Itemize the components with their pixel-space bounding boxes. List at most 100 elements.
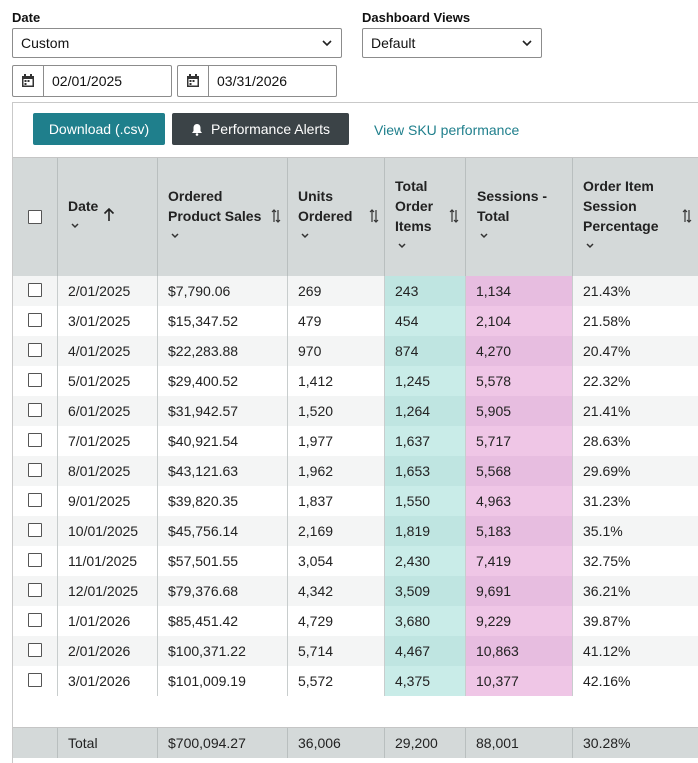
sort-icon[interactable] xyxy=(369,208,379,224)
cell-date: 11/01/2025 xyxy=(68,553,138,569)
chevron-down-icon[interactable] xyxy=(397,242,407,250)
chevron-down-icon[interactable] xyxy=(170,232,180,240)
table-row: 1/01/2026 $85,451.42 4,729 3,680 9,229 39.87% xyxy=(13,606,698,636)
calendar-icon[interactable] xyxy=(178,66,209,96)
end-date-field[interactable]: 03/31/2026 xyxy=(177,65,337,97)
cell-items: 874 xyxy=(385,336,466,366)
row-checkbox[interactable] xyxy=(28,673,42,687)
cell-sales: $85,451.42 xyxy=(168,613,239,629)
cell-items: 1,264 xyxy=(385,396,466,426)
cell-sales: $31,942.57 xyxy=(168,403,239,419)
column-units-line1: Units xyxy=(298,188,333,204)
dashboard-views-select[interactable]: Default xyxy=(362,28,542,58)
table-row: 7/01/2025 $40,921.54 1,977 1,637 5,717 28.63% xyxy=(13,426,698,456)
sort-icon[interactable] xyxy=(449,208,459,224)
start-date-field[interactable]: 02/01/2025 xyxy=(12,65,172,97)
row-checkbox[interactable] xyxy=(28,403,42,417)
cell-date: 8/01/2025 xyxy=(68,463,131,479)
date-label: Date xyxy=(12,10,41,25)
dashboard-views-value: Default xyxy=(371,35,416,51)
column-items-line1: Total xyxy=(395,178,428,194)
table-row: 5/01/2025 $29,400.52 1,412 1,245 5,578 22.32% xyxy=(13,366,698,396)
cell-sales: $101,009.19 xyxy=(168,673,246,689)
cell-sessions: 10,377 xyxy=(466,666,573,696)
table-row: 8/01/2025 $43,121.63 1,962 1,653 5,568 29.69% xyxy=(13,456,698,486)
column-divider xyxy=(572,276,573,696)
row-checkbox[interactable] xyxy=(28,643,42,657)
cell-sales: $29,400.52 xyxy=(168,373,239,389)
row-checkbox[interactable] xyxy=(28,553,42,567)
cell-date: 5/01/2025 xyxy=(68,373,131,389)
column-ordered-product-sales[interactable]: Ordered Product Sales xyxy=(158,158,288,277)
cell-sales: $39,820.35 xyxy=(168,493,239,509)
column-items-line2: Order xyxy=(395,198,434,214)
chevron-down-icon[interactable] xyxy=(300,232,310,240)
cell-date: 3/01/2025 xyxy=(68,313,131,329)
cell-pct: 41.12% xyxy=(583,643,631,659)
column-divider xyxy=(287,728,288,758)
column-pct-line1: Order Item xyxy=(583,178,654,194)
column-divider xyxy=(57,276,58,696)
table-row: 3/01/2025 $15,347.52 479 454 2,104 21.58% xyxy=(13,306,698,336)
cell-sessions: 5,568 xyxy=(466,456,573,486)
column-date[interactable]: Date xyxy=(58,158,158,277)
column-order-item-session-percentage[interactable]: Order Item Session Percentage xyxy=(573,158,698,277)
cell-pct: 32.75% xyxy=(583,553,631,569)
cell-sessions: 4,963 xyxy=(466,486,573,516)
row-checkbox[interactable] xyxy=(28,313,42,327)
performance-alerts-button[interactable]: Performance Alerts xyxy=(172,113,349,145)
cell-sales: $15,347.52 xyxy=(168,313,239,329)
chevron-down-icon[interactable] xyxy=(479,232,489,240)
cell-sessions: 5,183 xyxy=(466,516,573,546)
row-checkbox[interactable] xyxy=(28,523,42,537)
cell-pct: 35.1% xyxy=(583,523,623,539)
table-header: Date Ordered Product Sales Units Ordered… xyxy=(13,157,698,278)
table-row: 6/01/2025 $31,942.57 1,520 1,264 5,905 21.41% xyxy=(13,396,698,426)
cell-sessions: 7,419 xyxy=(466,546,573,576)
cell-pct: 36.21% xyxy=(583,583,631,599)
row-checkbox[interactable] xyxy=(28,463,42,477)
select-all-checkbox[interactable] xyxy=(28,210,42,224)
cell-items: 1,653 xyxy=(385,456,466,486)
column-divider xyxy=(572,728,573,758)
view-sku-performance-link[interactable]: View SKU performance xyxy=(374,122,520,138)
cell-items: 4,467 xyxy=(385,636,466,666)
column-units-ordered[interactable]: Units Ordered xyxy=(288,158,385,277)
table-row: 2/01/2026 $100,371.22 5,714 4,467 10,863 41.1… xyxy=(13,636,698,666)
row-checkbox[interactable] xyxy=(28,343,42,357)
column-total-order-items[interactable]: Total Order Items xyxy=(385,158,466,277)
cell-sessions: 2,104 xyxy=(466,306,573,336)
row-checkbox[interactable] xyxy=(28,493,42,507)
cell-items: 4,375 xyxy=(385,666,466,696)
cell-units: 4,342 xyxy=(298,583,334,599)
cell-date: 4/01/2025 xyxy=(68,343,131,359)
download-csv-label: Download (.csv) xyxy=(48,121,150,137)
cell-sessions: 9,229 xyxy=(466,606,573,636)
cell-pct: 29.69% xyxy=(583,463,631,479)
sort-icon[interactable] xyxy=(682,208,692,224)
download-csv-button[interactable]: Download (.csv) xyxy=(33,113,165,145)
column-divider xyxy=(384,728,385,758)
row-checkbox[interactable] xyxy=(28,283,42,297)
cell-pct: 22.32% xyxy=(583,373,631,389)
cell-pct: 39.87% xyxy=(583,613,631,629)
column-sessions-total[interactable]: Sessions - Total xyxy=(466,158,573,277)
chevron-down-icon[interactable] xyxy=(70,222,80,230)
row-checkbox[interactable] xyxy=(28,613,42,627)
calendar-icon[interactable] xyxy=(13,66,44,96)
report-panel xyxy=(12,102,698,763)
sort-icon[interactable] xyxy=(271,208,281,224)
cell-sales: $40,921.54 xyxy=(168,433,239,449)
chevron-down-icon xyxy=(522,40,532,47)
row-checkbox[interactable] xyxy=(28,583,42,597)
sort-ascending-icon[interactable] xyxy=(103,208,115,222)
cell-items: 2,430 xyxy=(385,546,466,576)
column-pct-line3: Percentage xyxy=(583,218,659,234)
row-checkbox[interactable] xyxy=(28,433,42,447)
chevron-down-icon[interactable] xyxy=(585,242,595,250)
date-range-select[interactable]: Custom xyxy=(12,28,342,58)
row-checkbox[interactable] xyxy=(28,373,42,387)
column-divider xyxy=(465,728,466,758)
cell-pct: 21.41% xyxy=(583,403,631,419)
column-divider xyxy=(57,728,58,758)
